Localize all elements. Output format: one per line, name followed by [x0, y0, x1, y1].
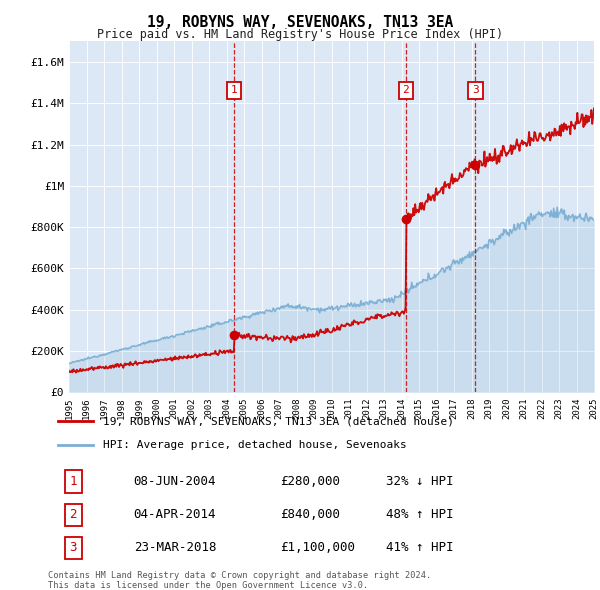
Text: £840,000: £840,000 — [280, 508, 340, 522]
Text: 2: 2 — [70, 508, 77, 522]
Text: 3: 3 — [70, 541, 77, 555]
Text: HPI: Average price, detached house, Sevenoaks: HPI: Average price, detached house, Seve… — [103, 440, 407, 450]
Text: 32% ↓ HPI: 32% ↓ HPI — [386, 475, 453, 489]
Text: 08-JUN-2004: 08-JUN-2004 — [134, 475, 216, 489]
Text: 19, ROBYNS WAY, SEVENOAKS, TN13 3EA (detached house): 19, ROBYNS WAY, SEVENOAKS, TN13 3EA (det… — [103, 416, 454, 426]
Text: 1: 1 — [231, 86, 238, 96]
Text: £280,000: £280,000 — [280, 475, 340, 489]
Text: 04-APR-2014: 04-APR-2014 — [134, 508, 216, 522]
Text: 48% ↑ HPI: 48% ↑ HPI — [386, 508, 453, 522]
Text: 19, ROBYNS WAY, SEVENOAKS, TN13 3EA: 19, ROBYNS WAY, SEVENOAKS, TN13 3EA — [147, 15, 453, 30]
Text: 41% ↑ HPI: 41% ↑ HPI — [386, 541, 453, 555]
Text: 23-MAR-2018: 23-MAR-2018 — [134, 541, 216, 555]
Text: Price paid vs. HM Land Registry's House Price Index (HPI): Price paid vs. HM Land Registry's House … — [97, 28, 503, 41]
Text: £1,100,000: £1,100,000 — [280, 541, 355, 555]
Text: 3: 3 — [472, 86, 479, 96]
Text: This data is licensed under the Open Government Licence v3.0.: This data is licensed under the Open Gov… — [48, 581, 368, 589]
Text: 1: 1 — [70, 475, 77, 489]
Text: Contains HM Land Registry data © Crown copyright and database right 2024.: Contains HM Land Registry data © Crown c… — [48, 571, 431, 580]
Text: 2: 2 — [403, 86, 409, 96]
